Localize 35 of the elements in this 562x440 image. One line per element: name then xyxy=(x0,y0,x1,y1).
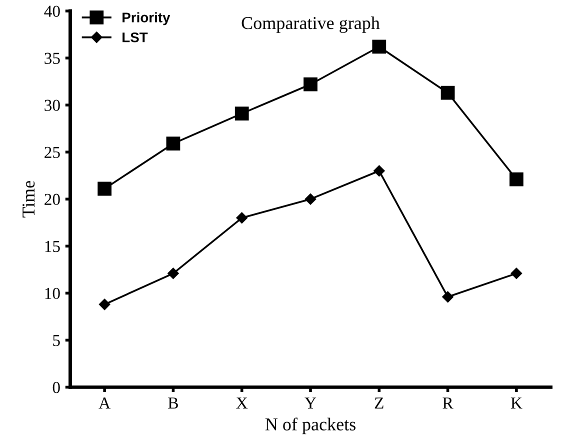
point xyxy=(236,212,248,224)
y-tick-label: 10 xyxy=(45,288,60,300)
point xyxy=(440,86,455,100)
point xyxy=(234,106,249,120)
point xyxy=(304,193,316,205)
y-tick-label: 15 xyxy=(45,240,60,252)
y-tick-label: 0 xyxy=(52,382,60,394)
x-tick-label: A xyxy=(98,397,110,408)
y-tick-label: 35 xyxy=(44,52,60,64)
x-tick-label: K xyxy=(510,398,522,408)
y-tick-label: 40 xyxy=(44,6,60,17)
x-tick-label: Y xyxy=(304,398,316,408)
x-tick-label: Z xyxy=(374,398,384,408)
point xyxy=(374,165,385,176)
y-tick-label: 5 xyxy=(53,335,60,346)
y-tick-label: 25 xyxy=(44,146,60,158)
y-tick-label: 20 xyxy=(44,194,60,206)
point xyxy=(98,182,112,196)
legend-label: Priority xyxy=(122,12,170,26)
point xyxy=(168,268,179,280)
x-tick-label: R xyxy=(442,398,454,408)
point xyxy=(98,298,110,310)
point xyxy=(166,136,180,151)
point xyxy=(304,77,318,92)
chart-title: Comparative graph xyxy=(242,16,380,33)
y-axis-title: Time xyxy=(22,180,35,218)
x-tick-label: X xyxy=(236,398,248,408)
y-tick-label: 30 xyxy=(44,100,60,111)
legend-label: LST xyxy=(122,32,148,42)
x-tick-label: B xyxy=(168,398,178,409)
point xyxy=(372,40,386,54)
point xyxy=(442,291,454,303)
x-axis-title: N of packets xyxy=(265,418,356,434)
point xyxy=(510,268,522,280)
point xyxy=(509,172,524,186)
